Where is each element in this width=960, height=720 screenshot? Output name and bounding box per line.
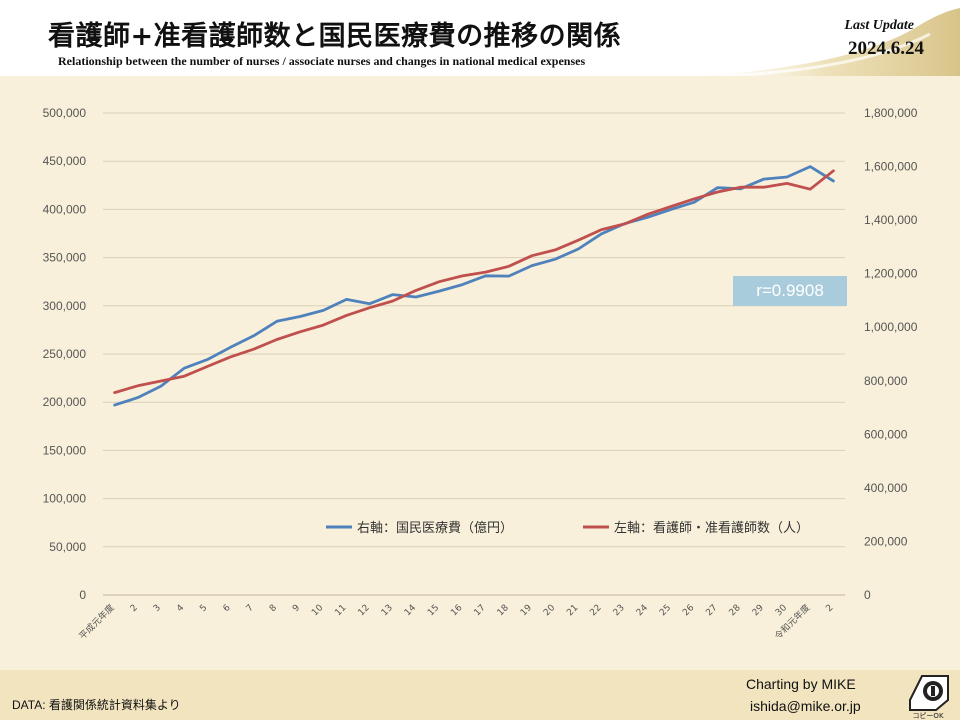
y-left-tick-label: 0: [79, 588, 86, 602]
y-right-tick-label: 1,400,000: [864, 213, 918, 227]
y-left-tick-label: 100,000: [43, 492, 87, 506]
header-swoosh-decoration: [700, 8, 960, 76]
footer-band: [0, 670, 960, 720]
y-left-tick-label: 500,000: [43, 106, 87, 120]
line-chart: 0 50,000 100,000 150,000 200,000 250,000 300,0…: [43, 106, 918, 642]
x-tick-label: 10: [310, 603, 325, 618]
y-left-tick-label: 200,000: [43, 395, 87, 409]
x-tick-label: 24: [635, 603, 650, 618]
y-right-tick-label: 200,000: [864, 534, 908, 548]
page-subtitle: Relationship between the number of nurse…: [58, 54, 586, 68]
y-left-tick-label: 400,000: [43, 202, 87, 216]
x-tick-label: 23: [612, 603, 627, 618]
y-left-tick-label: 450,000: [43, 154, 87, 168]
logo-text: コピーOK: [912, 712, 944, 720]
x-tick-label: 16: [449, 603, 464, 618]
x-tick-label: 25: [658, 603, 673, 618]
x-tick-label: 22: [588, 603, 603, 618]
x-tick-label: 27: [704, 603, 719, 618]
y-right-tick-label: 400,000: [864, 481, 908, 495]
x-tick-label: 5: [198, 603, 209, 614]
y-right-tick-label: 600,000: [864, 427, 908, 441]
legend-label: 右軸：国民医療費（億円）: [357, 520, 513, 536]
x-tick-label: 9: [291, 603, 302, 614]
x-tick-label: 26: [681, 603, 696, 618]
copy-ok-logo: コピーOK: [909, 675, 949, 720]
x-tick-label: 29: [751, 603, 766, 618]
x-tick-label: 平成元年度: [76, 602, 116, 642]
x-tick-label: 12: [357, 603, 372, 618]
page-title: 看護師+准看護師数と国民医療費の推移の関係: [48, 21, 622, 52]
x-tick-label: 20: [542, 603, 557, 618]
x-tick-label: 28: [728, 603, 743, 618]
y-right-tick-label: 1,800,000: [864, 106, 918, 120]
x-tick-label: 13: [380, 603, 395, 618]
correlation-badge: r=0.9908: [733, 276, 847, 306]
x-tick-label: 3: [152, 603, 163, 614]
last-update-label: Last Update: [844, 18, 914, 33]
header-band: [0, 0, 960, 76]
credit-author: Charting by MIKE: [746, 676, 856, 692]
y-right-tick-label: 800,000: [864, 374, 908, 388]
y-left-tick-label: 50,000: [49, 540, 86, 554]
data-source-note: DATA: 看護関係統計資料集より: [12, 698, 181, 712]
credit-email: ishida@mike.or.jp: [750, 698, 861, 714]
y-right-tick-label: 1,000,000: [864, 320, 918, 334]
y-left-tick-label: 250,000: [43, 347, 87, 361]
y-right-tick-label: 1,600,000: [864, 160, 918, 174]
legend-label: 左軸：看護師・准看護師数（人）: [614, 520, 809, 536]
y-right-tick-label: 0: [864, 588, 871, 602]
x-tick-label: 11: [333, 603, 348, 618]
x-tick-label: 30: [774, 603, 789, 618]
y-left-tick-label: 300,000: [43, 299, 87, 313]
x-tick-label: 18: [496, 603, 511, 618]
x-tick-label: 21: [565, 603, 580, 618]
last-update-date: 2024.6.24: [848, 38, 924, 59]
x-tick-label: 8: [268, 603, 279, 614]
x-tick-label: 15: [426, 603, 441, 618]
x-tick-label: 2: [129, 603, 140, 614]
x-tick-label: 19: [519, 603, 534, 618]
x-tick-label: 2: [824, 603, 835, 614]
y-right-tick-label: 1,200,000: [864, 267, 918, 281]
x-tick-label: 7: [245, 603, 256, 614]
y-left-tick-label: 350,000: [43, 251, 87, 265]
series-line-nurses: [113, 169, 835, 395]
x-tick-label: 17: [473, 603, 488, 618]
x-tick-label: 4: [175, 603, 186, 614]
x-tick-label: 6: [222, 603, 233, 614]
y-left-tick-label: 150,000: [43, 443, 87, 457]
series-line-medical-expenses: [113, 165, 835, 407]
x-tick-label: 14: [403, 603, 418, 618]
